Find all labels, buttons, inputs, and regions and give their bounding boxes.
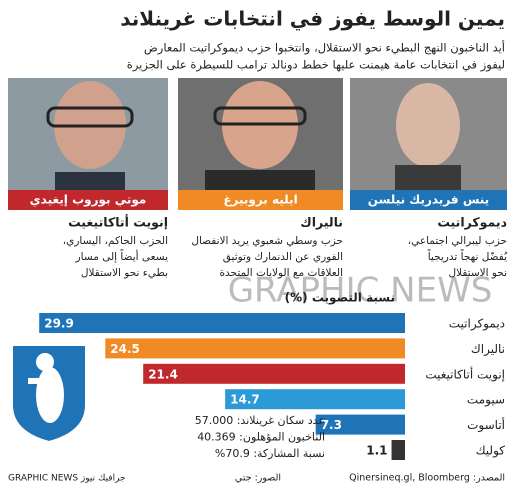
name-bar: [178, 190, 343, 210]
party-description: العلاقات مع الولايات المتحدة: [220, 267, 343, 279]
category-label: كوليك: [476, 444, 506, 459]
brand: GRAPHIC NEWS جرافيك نيوز: [8, 474, 126, 484]
bar: [39, 313, 406, 333]
photo: [8, 78, 168, 190]
party-description: الحزب الحاكم، اليساري،: [63, 235, 168, 247]
value-label: 14.7: [230, 393, 260, 407]
category-label: أتاسوت: [467, 417, 505, 433]
party-description: الفوري عن الدنمارك وتوثيق: [223, 251, 343, 263]
party-name: ناليراك: [300, 215, 343, 230]
photo-credit: الصور: جتي: [235, 473, 281, 484]
name-bar: [350, 190, 507, 210]
party-description: يسعى أيضاً إلى مسار: [75, 249, 168, 263]
category-label: إنويت أتاكاتيغيت: [425, 366, 505, 382]
category-label: ناليراك: [471, 342, 505, 357]
bar: [105, 338, 406, 359]
value-label: 24.5: [110, 342, 140, 356]
candidate-name: ينس فريدريك نيلسن: [368, 193, 489, 207]
value-label: 21.4: [148, 367, 178, 381]
chart-title: نسبة التصويت (%): [285, 291, 395, 306]
stat: الناخبون المؤهلون: 40.369: [197, 431, 325, 444]
coat-of-arms: [11, 344, 87, 444]
candidate-name: ايليه بروبيرغ: [223, 193, 297, 208]
photo: [178, 78, 343, 190]
party-description: يُفضّل نهجاً تدريجياً: [428, 249, 508, 263]
candidate-name: موتي بوروب إيغيدي: [30, 193, 147, 208]
party-description: بطيء نحو الاستقلال: [81, 267, 168, 279]
party-name: إنويت أتاكاتيغيت: [68, 214, 168, 230]
party-name: ديموكراتيت: [437, 215, 507, 230]
bar: [391, 440, 405, 460]
party-description: حزب وسطي شعبوي يريد الانفصال: [191, 235, 343, 247]
subtitle: ليفوز في انتخابات عامة هيمنت عليها خطط د…: [127, 58, 505, 73]
party-description: نحو الاستقلال: [448, 267, 507, 279]
bar: [315, 414, 405, 435]
bar: [143, 363, 405, 384]
value-label: 29.9: [44, 317, 74, 331]
value-label: 1.1: [366, 444, 387, 458]
value-label: 7.3: [321, 418, 342, 432]
stat: عدد سكان غرينلاند: 57.000: [195, 414, 325, 427]
subtitle: أيد الناخبون النهج البطيء نحو الاستقلال،…: [144, 40, 505, 56]
name-bar: [8, 190, 168, 210]
category-label: ديموكراتيت: [449, 317, 505, 332]
category-label: سيومت: [467, 393, 505, 408]
title: يمين الوسط يفوز في انتخابات غرينلاند: [120, 7, 505, 32]
watermark: GRAPHIC NEWS: [228, 271, 493, 311]
stat: نسبة المشاركة: 70.9%: [215, 447, 325, 460]
bar: [225, 389, 405, 410]
photo: [350, 78, 507, 190]
party-description: حزب ليبرالي اجتماعي،: [408, 235, 507, 247]
source: المصدر: Qinersineq.gl, Bloomberg: [349, 473, 505, 484]
